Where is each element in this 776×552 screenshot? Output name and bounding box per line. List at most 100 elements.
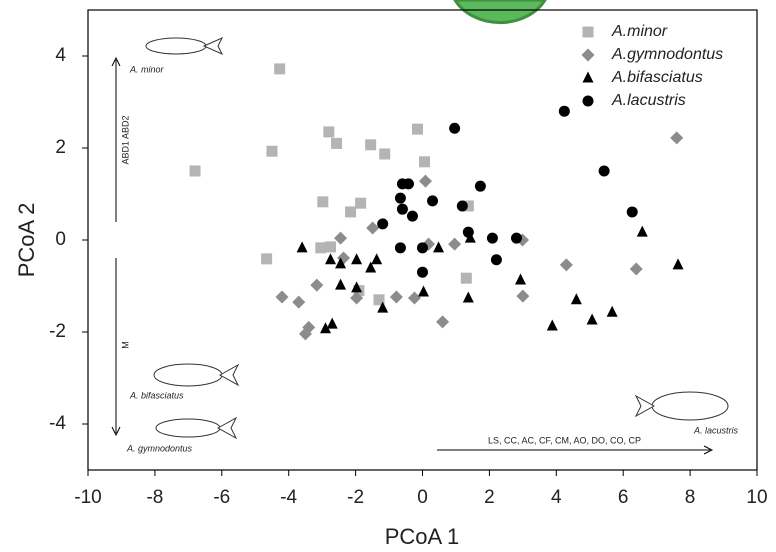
point [325, 241, 337, 253]
annotation: A. gymnodontus [126, 443, 193, 453]
point [486, 232, 498, 244]
point [516, 289, 530, 303]
point [310, 278, 324, 292]
fish-icons [145, 36, 729, 440]
point [394, 242, 406, 254]
point [510, 232, 522, 244]
point [379, 148, 391, 160]
point [366, 221, 380, 235]
legend-label: A.lacustris [611, 92, 686, 109]
point [377, 218, 389, 230]
arrows [111, 56, 714, 455]
point [315, 242, 327, 254]
point [629, 262, 643, 276]
x-tick-label: 8 [685, 487, 696, 508]
x-tick-label: 0 [417, 487, 428, 508]
point [449, 122, 461, 134]
point [474, 180, 486, 192]
point [296, 241, 308, 253]
point [626, 206, 638, 218]
annotation: A. bifasciatus [129, 390, 184, 400]
point [411, 123, 423, 135]
x-tick-label: -6 [213, 487, 230, 508]
point [319, 322, 331, 334]
point [419, 156, 431, 168]
point [394, 192, 406, 204]
point [462, 291, 474, 303]
x-tick-label: 4 [551, 487, 562, 508]
x-tick-label: 10 [746, 487, 767, 508]
point [402, 178, 414, 190]
point [460, 272, 472, 284]
y-tick-label: -4 [49, 413, 66, 434]
x-tick-label: -2 [347, 487, 364, 508]
point [345, 206, 357, 218]
x-tick-label: 6 [618, 487, 629, 508]
point [389, 290, 403, 304]
point [326, 317, 338, 329]
point [335, 257, 347, 269]
point [351, 281, 363, 293]
y-axis-label: PCoA 2 [14, 203, 39, 278]
x-tick-label: -8 [146, 487, 163, 508]
point [559, 258, 573, 272]
point [396, 203, 408, 215]
annotation: LS, CC, AC, CF, CM, AO, DO, CO, CP [488, 435, 641, 445]
point [427, 195, 439, 207]
point [546, 319, 558, 331]
point [581, 48, 595, 62]
y-tick-label: 0 [55, 229, 66, 250]
point [570, 293, 582, 305]
point [323, 126, 335, 138]
decoration [453, 0, 547, 25]
annotation: ABD1 ABD2 [120, 115, 130, 164]
point [406, 210, 418, 222]
legend-label: A.minor [611, 23, 668, 40]
annotation: M [120, 341, 130, 349]
x-tick-label: -10 [74, 487, 101, 508]
point [302, 320, 316, 334]
point [377, 301, 389, 313]
point [292, 295, 306, 309]
point [417, 242, 428, 254]
point [325, 253, 337, 265]
point [189, 165, 201, 177]
legend-label: A.bifasciatus [611, 69, 703, 86]
point [515, 273, 527, 285]
point [407, 291, 421, 305]
point [371, 253, 383, 265]
point [586, 313, 598, 325]
annotation: A. minor [129, 64, 165, 74]
point [448, 237, 462, 251]
point [365, 261, 377, 273]
point [456, 200, 468, 212]
point [261, 253, 273, 265]
point [433, 241, 445, 253]
y-tick-label: 2 [55, 137, 66, 158]
point [462, 226, 474, 238]
point [365, 139, 377, 151]
x-tick-label: 2 [484, 487, 495, 508]
point [582, 26, 594, 38]
point [582, 71, 594, 83]
point [331, 137, 343, 149]
point [558, 105, 570, 117]
point [636, 225, 648, 237]
point [462, 200, 474, 212]
point [335, 278, 347, 290]
point [351, 253, 363, 265]
point [582, 95, 594, 107]
point [266, 145, 278, 157]
point [334, 231, 348, 245]
point [670, 131, 684, 145]
point [417, 266, 428, 278]
point [672, 258, 684, 270]
point [350, 291, 364, 305]
point [598, 165, 610, 177]
x-tick-label: -4 [280, 487, 297, 508]
point [274, 63, 286, 75]
point [490, 254, 502, 266]
point [436, 315, 450, 329]
point [275, 290, 289, 304]
